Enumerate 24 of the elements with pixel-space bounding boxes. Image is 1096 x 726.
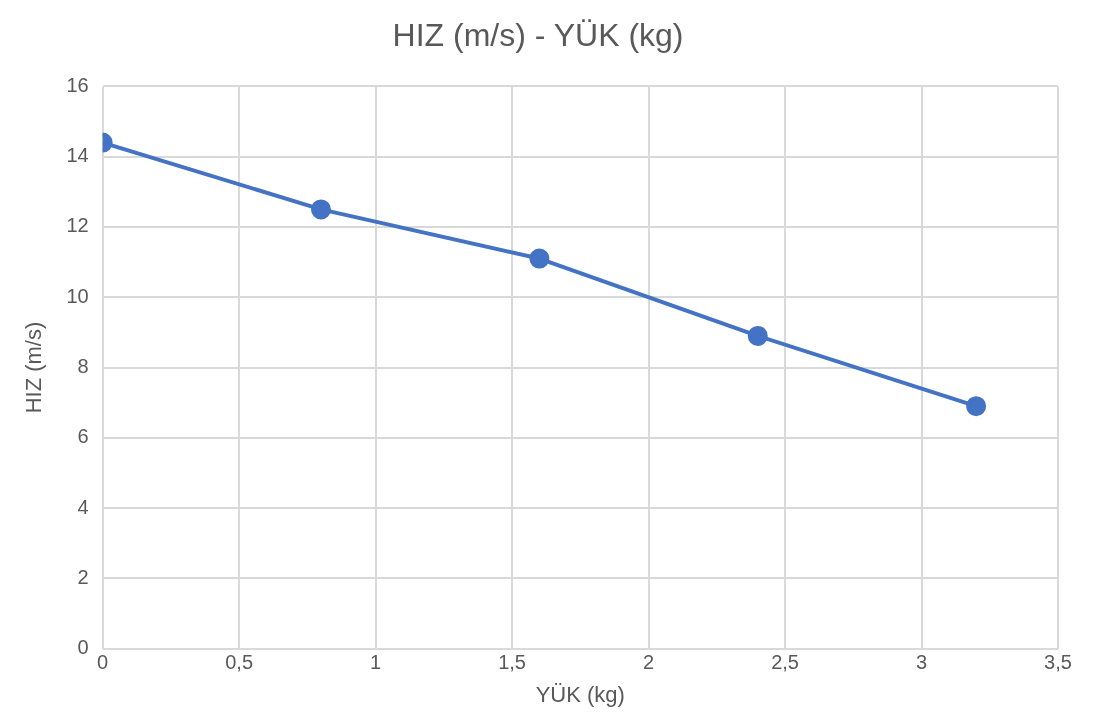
point [311, 199, 332, 220]
x-tick-label: 0,5 [225, 651, 254, 674]
chart-title: HIZ (m/s) - YÜK (kg) [392, 17, 684, 54]
y-tick-label: 0 [77, 636, 89, 659]
y-tick-label: 14 [66, 144, 89, 167]
x-axis-title: YÜK (kg) [535, 681, 625, 707]
y-tick-label: 4 [77, 495, 89, 518]
y-tick-label: 10 [66, 284, 89, 307]
x-tick-label: 1,5 [498, 651, 526, 674]
y-tick-label: 16 [66, 73, 89, 96]
x-tick-label: 1 [370, 651, 382, 674]
x-tick-label: 3,5 [1044, 651, 1072, 674]
y-tick-label: 2 [77, 565, 89, 588]
x-tick-label: 2,5 [771, 651, 799, 674]
y-axis-title: HIZ (m/s) [21, 321, 47, 414]
point [966, 396, 987, 417]
x-tick-label: 0 [97, 651, 109, 674]
y-tick-label: 8 [77, 355, 89, 378]
y-tick-label: 12 [66, 214, 89, 237]
x-tick-label: 2 [643, 651, 655, 674]
x-tick-label: 3 [915, 651, 928, 674]
point [747, 325, 768, 346]
point [529, 248, 550, 269]
y-tick-label: 6 [77, 425, 89, 448]
